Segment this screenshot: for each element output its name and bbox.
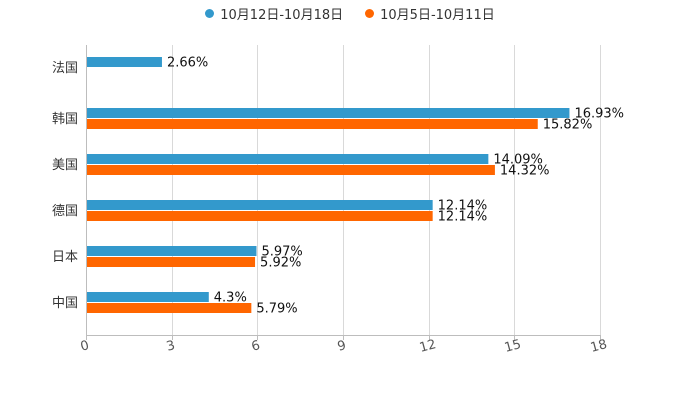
- bar-s1-1: [87, 108, 570, 118]
- data-label-s1-3: 12.14%: [438, 199, 488, 214]
- legend-dot-series-1: [205, 8, 215, 18]
- x-tick-label-3: 3: [165, 338, 177, 355]
- bar-s2-4: [87, 257, 256, 267]
- legend-label-series-2: 10月5日-10月11日: [380, 7, 495, 23]
- bar-s1-0: [87, 57, 162, 67]
- x-tick-label-0: 0: [79, 338, 91, 355]
- x-tick-label-9: 9: [336, 338, 348, 355]
- data-label-s2-5: 5.79%: [256, 302, 297, 317]
- x-tick-label-18: 18: [589, 337, 609, 356]
- legend: 10月12日-10月18日 10月5日-10月11日: [0, 3, 700, 23]
- data-label-s1-1: 16.93%: [574, 107, 624, 122]
- data-label-s2-4: 5.92%: [260, 256, 301, 271]
- data-label-s2-1: 15.82%: [543, 118, 593, 133]
- x-tick-label-12: 12: [418, 337, 438, 356]
- x-tick-label-15: 15: [503, 337, 523, 356]
- data-label-s1-2: 14.09%: [493, 153, 543, 168]
- bar-s1-4: [87, 246, 257, 256]
- legend-item-series-2[interactable]: 10月5日-10月11日: [365, 4, 495, 23]
- category-label-2: 美国: [52, 158, 78, 173]
- bar-s2-2: [87, 165, 495, 175]
- bar-s2-3: [87, 211, 433, 221]
- data-label-s1-0: 2.66%: [167, 56, 208, 71]
- data-label-s2-2: 14.32%: [500, 164, 550, 179]
- legend-dot-series-2: [365, 8, 375, 18]
- category-label-0: 法国: [52, 61, 78, 76]
- category-label-1: 韩国: [52, 112, 78, 127]
- category-label-3: 德国: [52, 204, 78, 219]
- bar-s1-2: [87, 154, 489, 164]
- category-label-4: 日本: [52, 250, 78, 265]
- data-label-s1-5: 4.3%: [214, 291, 247, 306]
- data-label-s2-3: 12.14%: [438, 210, 488, 225]
- category-label-5: 中国: [52, 296, 78, 311]
- bar-s1-5: [87, 292, 209, 302]
- legend-label-series-1: 10月12日-10月18日: [220, 7, 344, 23]
- data-label-s1-4: 5.97%: [261, 245, 302, 260]
- bar-s2-1: [87, 119, 538, 129]
- bar-s1-3: [87, 200, 433, 210]
- bar-s2-5: [87, 303, 252, 313]
- x-tick-label-6: 6: [250, 338, 262, 355]
- legend-item-series-1[interactable]: 10月12日-10月18日: [205, 4, 343, 23]
